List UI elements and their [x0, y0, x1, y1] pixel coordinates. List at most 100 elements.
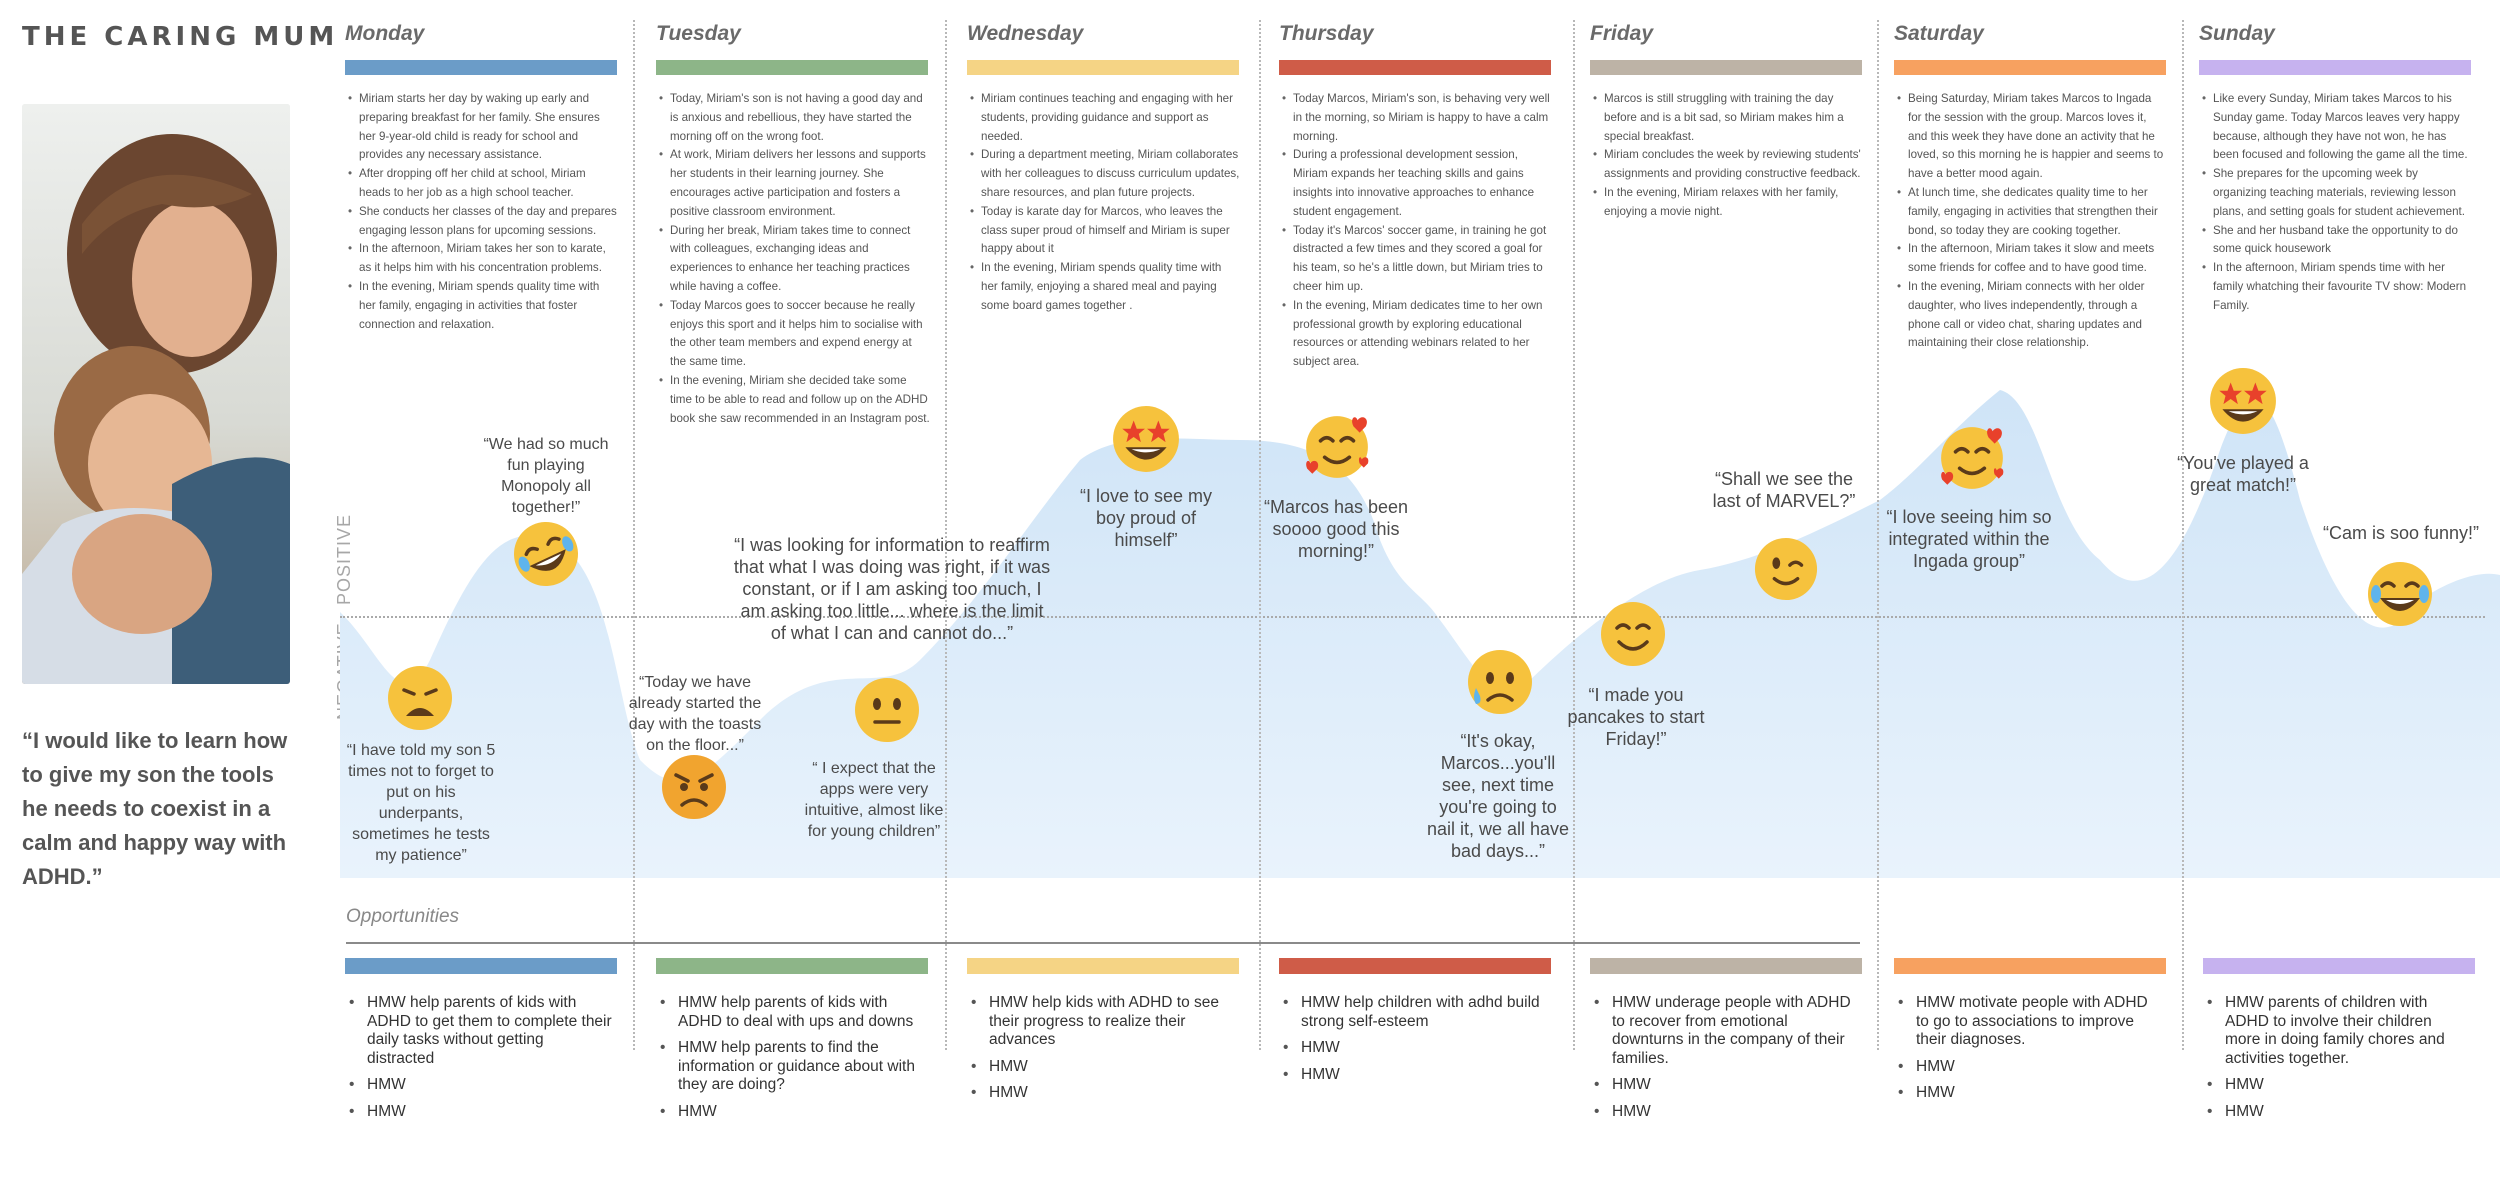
day-color-bar — [1894, 60, 2166, 75]
opportunity-item: HMW — [349, 1076, 613, 1095]
activity-item: In the evening, Miriam she decided take … — [659, 372, 930, 428]
rolling-laughing-face-icon — [514, 522, 578, 586]
smiling-face-with-hearts-icon — [1306, 416, 1369, 478]
activity-item: At work, Miriam delivers her lessons and… — [659, 146, 930, 221]
opportunity-item: HMW — [1283, 1066, 1547, 1085]
angry-face-icon — [662, 755, 726, 819]
day-separator — [1259, 20, 1261, 1050]
opportunity-color-bar-tuesday — [656, 958, 928, 974]
activity-item: She conducts her classes of the day and … — [348, 203, 619, 241]
activity-item: She and her husband take the opportunity… — [2202, 222, 2473, 260]
persona-photo-illustration — [22, 104, 290, 684]
activity-item: In the evening, Miriam spends quality ti… — [970, 259, 1241, 315]
day-activities: Like every Sunday, Miriam takes Marcos t… — [2199, 90, 2473, 316]
quote-friday: “I made you pancakes to start Friday!” — [1567, 685, 1705, 749]
day-separator — [2182, 20, 2184, 1050]
opportunity-item: HMW help parents of kids with ADHD to ge… — [349, 994, 613, 1068]
opportunity-color-bar-thursday — [1279, 958, 1551, 974]
day-separator — [633, 20, 635, 1050]
day-color-bar — [1279, 60, 1551, 75]
opportunity-color-bar-monday — [345, 958, 617, 974]
day-name: Saturday — [1894, 22, 1984, 45]
quote-tuesday: “Today we have already started the day w… — [628, 674, 762, 754]
opportunities-monday: HMW help parents of kids with ADHD to ge… — [345, 994, 613, 1129]
activity-item: Today Marcos, Miriam's son, is behaving … — [1282, 90, 1553, 146]
opportunities-thursday: HMW help children with adhd build strong… — [1279, 994, 1547, 1092]
emotion-curve-area — [340, 390, 2500, 878]
opportunity-item: HMW help kids with ADHD to see their pro… — [971, 994, 1235, 1050]
opportunity-item: HMW — [1898, 1084, 2162, 1103]
winking-face-icon — [1754, 537, 1818, 601]
opportunity-item: HMW — [971, 1084, 1235, 1103]
quote-sunday-evening: “Cam is soo funny!” — [2322, 523, 2480, 543]
quote-monday: “I have told my son 5 times not to forge… — [346, 742, 496, 864]
activity-item: In the afternoon, Miriam takes her son t… — [348, 240, 619, 278]
activity-item: Today, Miriam's son is not having a good… — [659, 90, 930, 146]
opportunities-saturday: HMW motivate people with ADHD to go to a… — [1894, 994, 2162, 1111]
opportunity-item: HMW — [2207, 1103, 2471, 1122]
activity-item: During her break, Miriam takes time to c… — [659, 222, 930, 297]
opportunity-item: HMW help parents of kids with ADHD to de… — [660, 994, 924, 1031]
day-activities: Marcos is still struggling with training… — [1590, 90, 1864, 222]
quote-wednesday-karate: “I love to see my boy proud of himself” — [1079, 486, 1213, 550]
opportunity-item: HMW help children with adhd build strong… — [1283, 994, 1547, 1031]
persona-title: THE CARING MUM — [22, 22, 339, 52]
neutral-line — [340, 616, 2485, 618]
activity-item: In the afternoon, Miriam takes it slow a… — [1897, 240, 2168, 278]
opportunity-color-bar-wednesday — [967, 958, 1239, 974]
weary-face-icon — [388, 666, 452, 730]
activity-item: During a department meeting, Miriam coll… — [970, 146, 1241, 202]
opportunities-tuesday: HMW help parents of kids with ADHD to de… — [656, 994, 924, 1129]
tears-of-joy-face-icon — [2368, 562, 2432, 626]
opportunities-sunday: HMW parents of children with ADHD to inv… — [2203, 994, 2471, 1129]
activity-item: In the evening, Miriam connects with her… — [1897, 278, 2168, 353]
smiling-face-with-hearts-icon — [1941, 427, 2004, 489]
activity-item: In the evening, Miriam dedicates time to… — [1282, 297, 1553, 372]
quote-monday-evening: “We had so much fun playing Monopoly all… — [483, 436, 609, 516]
smiling-face-icon — [1601, 602, 1665, 666]
opportunity-item: HMW motivate people with ADHD to go to a… — [1898, 994, 2162, 1050]
opportunity-color-bar-friday — [1590, 958, 1862, 974]
activity-item: Miriam continues teaching and engaging w… — [970, 90, 1241, 146]
opportunities-divider — [346, 942, 1860, 944]
day-separator — [945, 20, 947, 1050]
day-color-bar — [345, 60, 617, 75]
day-name: Tuesday — [656, 22, 741, 45]
opportunity-item: HMW parents of children with ADHD to inv… — [2207, 994, 2471, 1068]
opportunity-item: HMW — [971, 1058, 1235, 1077]
opportunity-item: HMW — [349, 1103, 613, 1122]
opportunity-item: HMW — [1898, 1058, 2162, 1077]
opportunity-color-bar-saturday — [1894, 958, 2166, 974]
activity-item: At lunch time, she dedicates quality tim… — [1897, 184, 2168, 240]
opportunity-item: HMW — [2207, 1076, 2471, 1095]
day-separator — [1573, 20, 1575, 1050]
activity-item: Marcos is still struggling with training… — [1593, 90, 1864, 146]
day-color-bar — [1590, 60, 1862, 75]
activity-item: During a professional development sessio… — [1282, 146, 1553, 221]
quote-saturday: “I love seeing him so integrated within … — [1886, 507, 2052, 571]
quote-sunday: “You've played a great match!” — [2177, 453, 2309, 495]
activity-item: Today is karate day for Marcos, who leav… — [970, 203, 1241, 259]
opportunities-title: Opportunities — [346, 906, 460, 927]
activity-item: In the evening, Miriam spends quality ti… — [348, 278, 619, 334]
activity-item: She prepares for the upcoming week by or… — [2202, 165, 2473, 221]
day-color-bar — [2199, 60, 2471, 75]
day-activities: Miriam starts her day by waking up early… — [345, 90, 619, 334]
opportunity-item: HMW — [660, 1103, 924, 1122]
day-activities: Today Marcos, Miriam's son, is behaving … — [1279, 90, 1553, 372]
activity-item: Miriam concludes the week by reviewing s… — [1593, 146, 1864, 184]
quote-wednesday: “ I expect that the apps were very intui… — [804, 760, 944, 840]
day-name: Friday — [1590, 22, 1654, 45]
opportunity-item: HMW — [1594, 1103, 1858, 1122]
day-separator — [1877, 20, 1879, 1050]
star-struck-face-icon — [2210, 368, 2276, 434]
opportunity-item: HMW — [1594, 1076, 1858, 1095]
opportunity-item: HMW help parents to find the information… — [660, 1039, 924, 1095]
quote-thursday-soccer: “It's okay, Marcos...you'll see, next ti… — [1426, 731, 1570, 861]
day-name: Monday — [345, 22, 425, 45]
activity-item: In the evening, Miriam relaxes with her … — [1593, 184, 1864, 222]
day-activities: Being Saturday, Miriam takes Marcos to I… — [1894, 90, 2168, 353]
activity-item: Like every Sunday, Miriam takes Marcos t… — [2202, 90, 2473, 165]
activity-item: Being Saturday, Miriam takes Marcos to I… — [1897, 90, 2168, 184]
